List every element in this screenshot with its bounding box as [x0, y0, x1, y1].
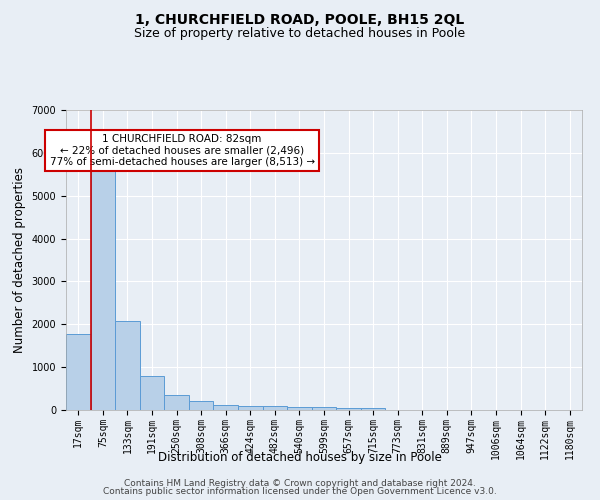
Bar [312, 408, 336, 410]
Bar [361, 408, 385, 410]
Text: Size of property relative to detached houses in Poole: Size of property relative to detached ho… [134, 28, 466, 40]
Bar [336, 408, 361, 410]
Text: 1 CHURCHFIELD ROAD: 82sqm
← 22% of detached houses are smaller (2,496)
77% of se: 1 CHURCHFIELD ROAD: 82sqm ← 22% of detac… [50, 134, 314, 167]
Text: Distribution of detached houses by size in Poole: Distribution of detached houses by size … [158, 451, 442, 464]
Bar [115, 321, 140, 410]
Bar [214, 405, 238, 410]
Bar [66, 334, 91, 410]
Bar [164, 395, 189, 410]
Y-axis label: Number of detached properties: Number of detached properties [13, 167, 26, 353]
Bar [140, 376, 164, 410]
Bar [91, 162, 115, 410]
Bar [287, 408, 312, 410]
Text: 1, CHURCHFIELD ROAD, POOLE, BH15 2QL: 1, CHURCHFIELD ROAD, POOLE, BH15 2QL [136, 12, 464, 26]
Bar [263, 406, 287, 410]
Bar [238, 406, 263, 410]
Text: Contains public sector information licensed under the Open Government Licence v3: Contains public sector information licen… [103, 487, 497, 496]
Text: Contains HM Land Registry data © Crown copyright and database right 2024.: Contains HM Land Registry data © Crown c… [124, 478, 476, 488]
Bar [189, 401, 214, 410]
